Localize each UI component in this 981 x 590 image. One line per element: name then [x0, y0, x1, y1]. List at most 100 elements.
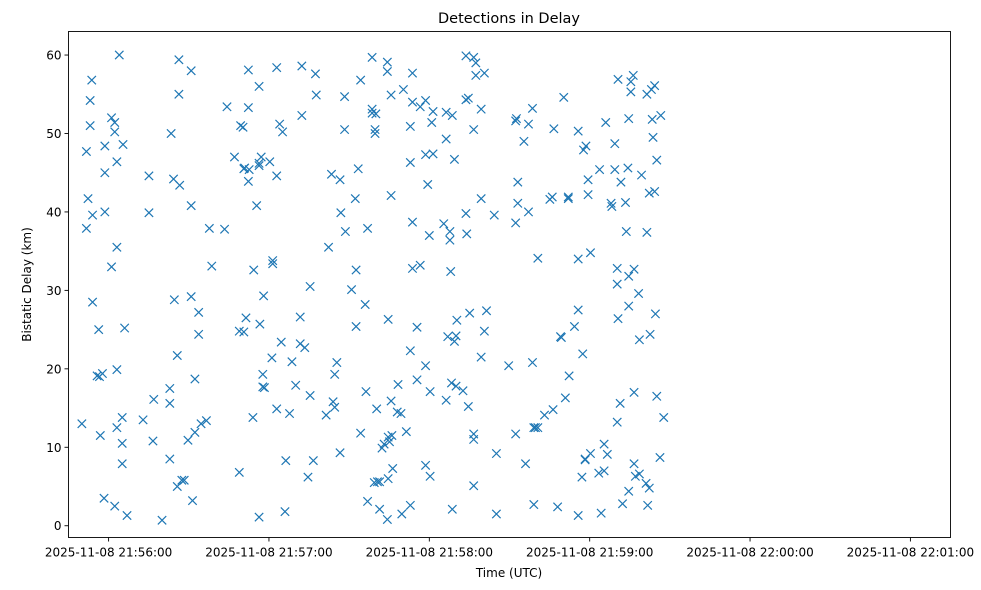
data-point-marker	[186, 66, 196, 76]
data-point-marker	[624, 271, 634, 281]
data-point-marker	[379, 439, 389, 449]
data-point-marker	[529, 499, 539, 510]
data-point-marker	[190, 374, 200, 384]
data-point-marker	[362, 223, 373, 234]
data-point-marker	[577, 472, 587, 482]
data-point-marker	[407, 97, 418, 107]
data-point-marker	[427, 117, 437, 128]
data-point-marker	[265, 157, 275, 167]
data-point-marker	[513, 177, 523, 187]
data-point-marker	[610, 139, 620, 149]
data-point-marker	[641, 478, 651, 488]
data-point-marker	[623, 163, 633, 173]
data-point-marker	[356, 75, 366, 85]
data-point-marker	[523, 207, 534, 217]
data-point-marker	[462, 229, 472, 239]
data-point-marker	[613, 314, 623, 324]
data-point-marker	[384, 437, 395, 447]
data-point-marker	[281, 455, 291, 466]
data-point-marker	[652, 155, 662, 165]
data-point-marker	[174, 89, 184, 99]
data-point-marker	[243, 102, 253, 113]
data-point-marker	[504, 361, 514, 371]
data-point-marker	[461, 51, 471, 61]
data-point-marker	[633, 288, 644, 299]
data-point-marker	[87, 75, 97, 85]
data-point-marker	[447, 110, 457, 121]
data-point-marker	[372, 477, 383, 487]
y-axis: 0 10 20 30 40 50 60	[46, 49, 69, 533]
data-point-marker	[321, 410, 331, 420]
data-point-marker	[326, 169, 337, 179]
data-point-marker	[351, 321, 361, 332]
data-point-marker	[332, 357, 342, 368]
data-point-marker	[423, 179, 433, 190]
data-point-marker	[613, 74, 623, 84]
data-point-marker	[138, 415, 148, 425]
data-point-marker	[114, 50, 124, 60]
data-point-marker	[650, 309, 661, 319]
data-point-marker	[527, 357, 538, 368]
data-point-marker	[629, 264, 639, 274]
data-point-marker	[383, 474, 393, 484]
data-point-marker	[360, 299, 370, 310]
data-point-marker	[383, 314, 393, 325]
data-point-marker	[469, 429, 479, 439]
data-point-marker	[372, 404, 382, 414]
data-point-marker	[449, 336, 460, 347]
data-point-marker	[330, 402, 340, 412]
data-point-marker	[441, 134, 451, 144]
data-point-marker	[559, 92, 569, 103]
data-point-marker	[194, 329, 204, 339]
data-point-marker	[110, 117, 120, 128]
data-point-marker	[617, 499, 628, 509]
data-point-marker	[254, 512, 264, 522]
data-point-marker	[335, 175, 345, 185]
data-point-marker	[386, 90, 396, 100]
data-point-marker	[100, 168, 110, 178]
data-point-marker	[578, 349, 588, 359]
data-point-marker	[83, 193, 93, 204]
data-point-marker	[190, 427, 200, 438]
data-point-marker	[520, 459, 531, 469]
data-point-marker	[280, 506, 290, 517]
data-point-marker	[476, 352, 486, 362]
data-point-marker	[239, 327, 249, 337]
data-point-marker	[585, 448, 596, 459]
data-point-marker	[238, 122, 248, 132]
data-point-marker	[94, 324, 104, 335]
data-point-marker	[594, 468, 604, 478]
data-point-marker	[412, 322, 422, 332]
data-point-marker	[165, 383, 175, 394]
data-point-marker	[644, 483, 654, 493]
data-point-marker	[112, 423, 122, 433]
data-point-marker	[626, 77, 636, 87]
data-point-marker	[305, 281, 315, 292]
data-point-marker	[386, 190, 396, 201]
data-point-marker	[420, 361, 431, 371]
data-point-marker	[179, 475, 189, 485]
data-point-marker	[295, 312, 305, 322]
y-tick-label: 10	[46, 441, 61, 455]
data-point-marker	[446, 266, 456, 277]
data-point-marker	[340, 226, 351, 237]
data-point-marker	[624, 301, 634, 311]
data-point-marker	[81, 223, 92, 234]
data-point-marker	[393, 379, 403, 390]
x-tick-label: 2025-11-08 22:00:00	[686, 546, 813, 560]
data-point-marker	[511, 113, 522, 124]
y-axis-title: Bistatic Delay (km)	[20, 227, 34, 342]
data-point-marker	[194, 307, 204, 317]
data-point-marker	[87, 210, 98, 220]
data-point-marker	[291, 380, 301, 390]
y-tick-label: 60	[46, 49, 61, 63]
data-point-marker	[616, 177, 626, 187]
data-point-marker	[229, 152, 240, 162]
data-point-marker	[81, 146, 92, 157]
data-point-marker	[249, 265, 259, 275]
data-point-marker	[204, 223, 214, 234]
data-point-marker	[405, 500, 415, 510]
data-point-marker	[234, 467, 244, 478]
data-points	[77, 50, 669, 525]
data-point-marker	[624, 486, 634, 496]
